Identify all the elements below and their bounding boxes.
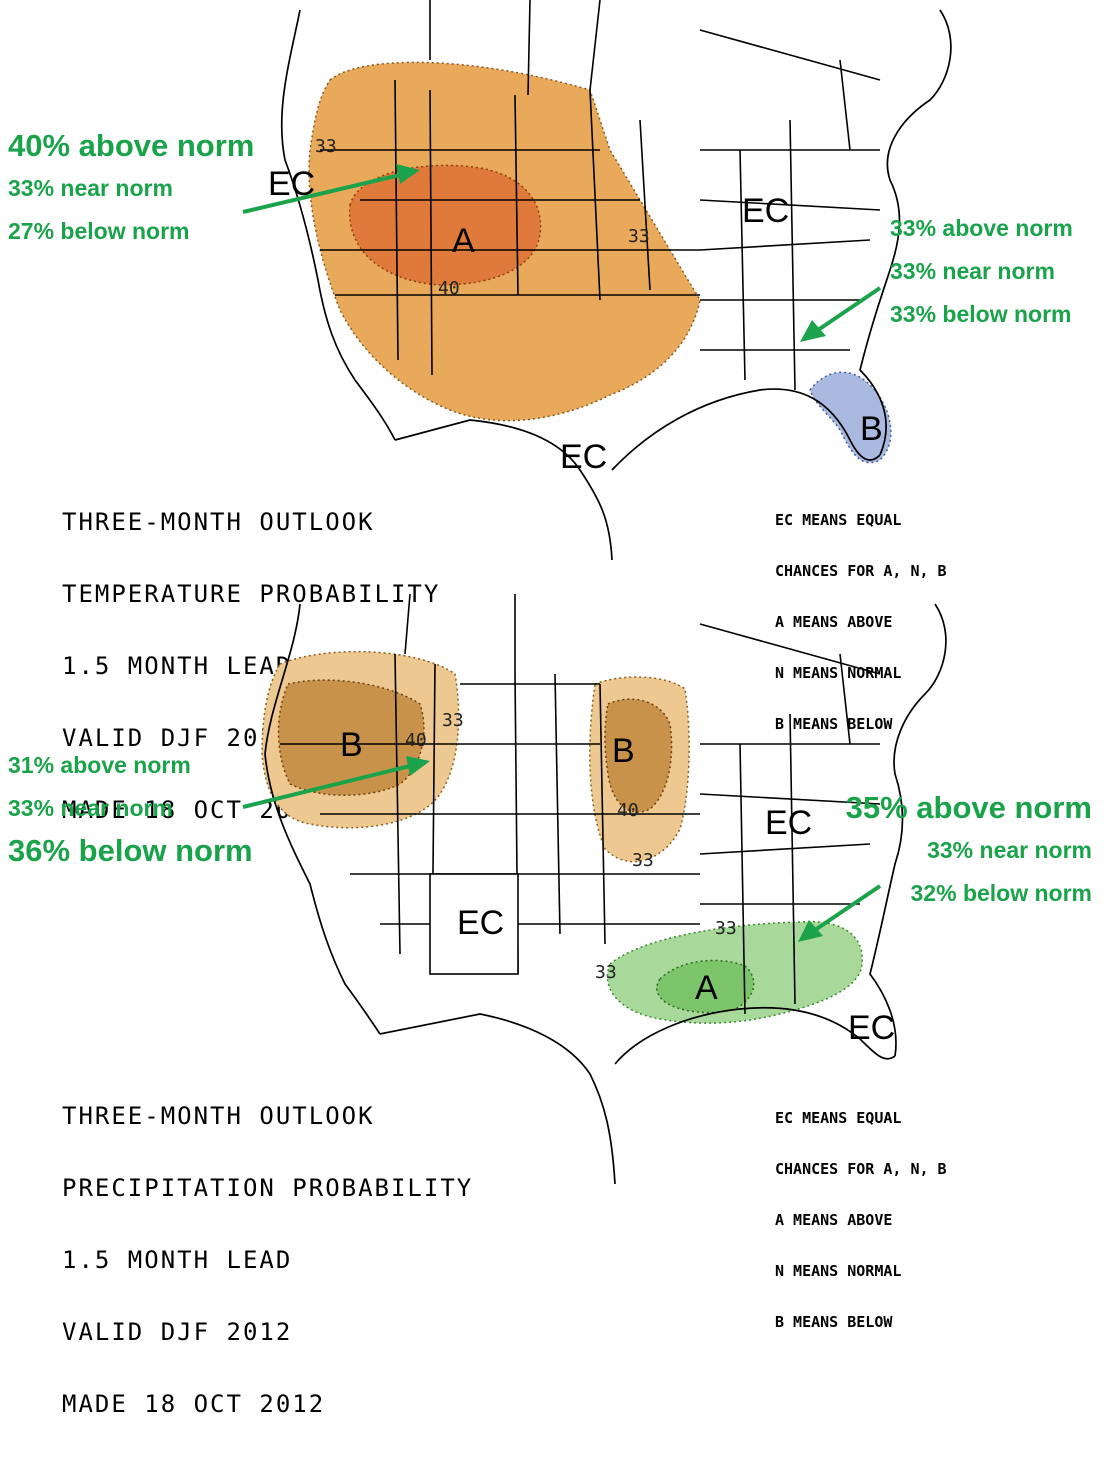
temp-title-line-2: TEMPERATURE PROBABILITY bbox=[62, 580, 441, 608]
temp-west-coast bbox=[280, 9, 396, 441]
precipitation-outlook-map: B B A EC EC EC 33 40 40 33 33 33 bbox=[242, 594, 947, 1185]
temp-gulf-coast bbox=[394, 388, 881, 561]
precip-below-40-nw-region bbox=[277, 679, 425, 796]
precip-map-legend: EC MEANS EQUAL CHANCES FOR A, N, B A MEA… bbox=[775, 1076, 947, 1365]
precip-contour-40-nw: 40 bbox=[405, 730, 427, 751]
temp-above-label: A bbox=[452, 222, 475, 260]
temp-west-above: 40% above norm bbox=[8, 128, 255, 163]
precip-west-above: 31% above norm bbox=[8, 752, 191, 778]
precip-legend-line-3: A MEANS ABOVE bbox=[775, 1211, 893, 1229]
precip-east-above: 35% above norm bbox=[845, 790, 1092, 825]
temp-west-near: 33% near norm bbox=[8, 175, 173, 201]
precip-contour-33-nw: 33 bbox=[442, 710, 464, 731]
temp-ec-south-label: EC bbox=[560, 438, 607, 476]
precip-contour-40-mw: 40 bbox=[617, 800, 639, 821]
temp-ec-west-label: EC bbox=[268, 165, 315, 203]
temp-legend-line-5: B MEANS BELOW bbox=[775, 715, 893, 733]
temp-annotation-west: 40% above norm 33% near norm 27% below n… bbox=[8, 125, 254, 253]
precip-title-line-3: 1.5 MONTH LEAD bbox=[62, 1246, 293, 1274]
precip-above-40-se-region bbox=[655, 959, 755, 1014]
temp-state-lines bbox=[320, 0, 881, 391]
temp-below-33-region bbox=[809, 371, 892, 464]
temp-arrow-west bbox=[242, 164, 420, 214]
temp-east-above: 33% above norm bbox=[890, 215, 1073, 241]
precip-annotation-west: 31% above norm 33% near norm 36% below n… bbox=[8, 744, 253, 872]
temp-arrow-east bbox=[800, 286, 882, 342]
precip-east-coast bbox=[869, 603, 947, 1057]
temp-legend-line-1: EC MEANS EQUAL bbox=[775, 511, 902, 529]
temp-east-near: 33% near norm bbox=[890, 258, 1055, 284]
temperature-outlook-map: EC EC EC A B 33 33 40 bbox=[242, 0, 952, 561]
precip-map-title: THREE-MONTH OUTLOOK PRECIPITATION PROBAB… bbox=[62, 1056, 473, 1464]
precip-title-line-1: THREE-MONTH OUTLOOK bbox=[62, 1102, 375, 1130]
temp-annotation-east: 33% above norm 33% near norm 33% below n… bbox=[890, 207, 1073, 336]
temp-contour-33-e: 33 bbox=[628, 226, 650, 247]
precip-ec-fl-label: EC bbox=[848, 1009, 895, 1047]
precip-arrow-east bbox=[798, 884, 882, 942]
precip-ec-sw-label: EC bbox=[457, 904, 504, 942]
temperature-outlook-panel: EC EC EC A B 33 33 40 40% above norm 33%… bbox=[0, 0, 1120, 822]
precip-west-coast bbox=[264, 603, 381, 1035]
precip-gulf-coast bbox=[379, 1006, 896, 1185]
precip-ec-ne-label: EC bbox=[765, 804, 812, 842]
temp-contour-33-nw: 33 bbox=[315, 136, 337, 157]
temp-east-coast bbox=[859, 9, 952, 456]
precip-legend-line-1: EC MEANS EQUAL bbox=[775, 1109, 902, 1127]
precip-contour-33-se1: 33 bbox=[595, 962, 617, 983]
precip-west-below: 36% below norm bbox=[8, 833, 253, 868]
precip-state-lines bbox=[280, 594, 881, 1015]
precip-east-near: 33% near norm bbox=[927, 837, 1092, 863]
precip-legend-line-4: N MEANS NORMAL bbox=[775, 1262, 902, 1280]
precip-ec-sw-box bbox=[429, 873, 519, 975]
precip-contour-33-mw: 33 bbox=[632, 850, 654, 871]
precip-above-se-label: A bbox=[695, 969, 718, 1007]
temp-east-below: 33% below norm bbox=[890, 301, 1072, 327]
temp-legend-line-3: A MEANS ABOVE bbox=[775, 613, 893, 631]
precip-arrow-west bbox=[242, 756, 430, 809]
temp-below-label: B bbox=[860, 410, 883, 448]
precip-title-line-4: VALID DJF 2012 bbox=[62, 1318, 293, 1346]
precip-title-line-2: PRECIPITATION PROBABILITY bbox=[62, 1174, 474, 1202]
temp-west-below: 27% below norm bbox=[8, 218, 190, 244]
precipitation-outlook-panel: B B A EC EC EC 33 40 40 33 33 33 31% abo… bbox=[0, 594, 1120, 1416]
temp-legend-line-2: CHANCES FOR A, N, B bbox=[775, 562, 947, 580]
precip-title-line-5: MADE 18 OCT 2012 bbox=[62, 1390, 326, 1418]
precip-below-nw-label: B bbox=[340, 726, 363, 764]
precip-annotation-east: 35% above norm 33% near norm 32% below n… bbox=[846, 787, 1092, 915]
precip-east-below: 32% below norm bbox=[910, 880, 1092, 906]
temp-contour-40: 40 bbox=[438, 278, 460, 299]
precip-below-mw-label: B bbox=[612, 732, 635, 770]
temp-title-line-1: THREE-MONTH OUTLOOK bbox=[62, 508, 375, 536]
precip-legend-line-2: CHANCES FOR A, N, B bbox=[775, 1160, 947, 1178]
precip-below-40-mw-region bbox=[604, 698, 673, 813]
temp-map-legend: EC MEANS EQUAL CHANCES FOR A, N, B A MEA… bbox=[775, 478, 947, 767]
precip-contour-33-se2: 33 bbox=[715, 918, 737, 939]
precip-legend-line-5: B MEANS BELOW bbox=[775, 1313, 893, 1331]
temp-ec-east-label: EC bbox=[742, 192, 789, 230]
precip-west-near: 33% near norm bbox=[8, 795, 173, 821]
